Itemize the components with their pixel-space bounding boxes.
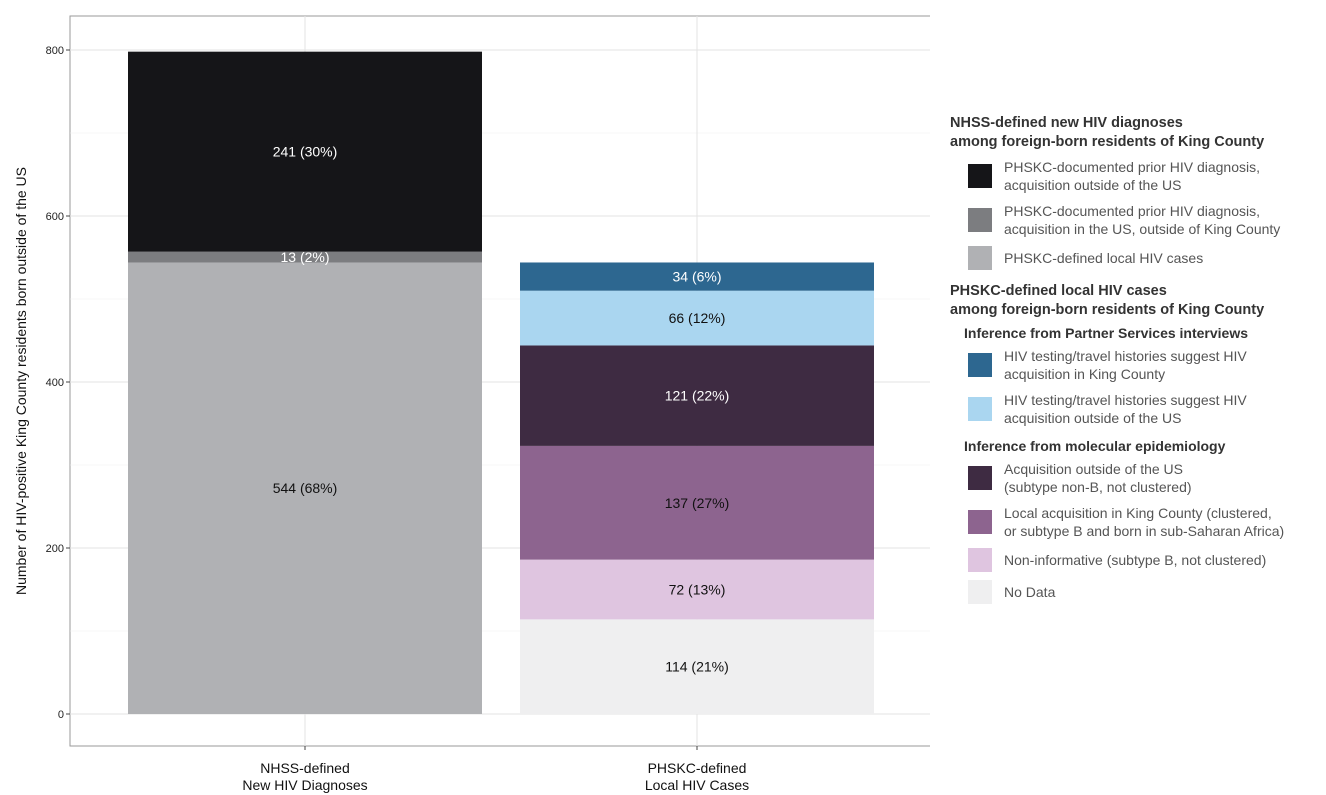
y-axis-label: Number of HIV-positive King County resid… — [13, 167, 29, 595]
legend-group1-title-line2: among foreign-born residents of King Cou… — [950, 134, 1265, 150]
legend-label: Non-informative (subtype B, not clustere… — [1004, 552, 1267, 568]
legend-label: HIV testing/travel histories suggest HIV… — [1004, 348, 1247, 382]
bar-segment-no_data — [520, 619, 874, 714]
legend-item-outside_nonb: Acquisition outside of the US (subtype no… — [968, 460, 1320, 496]
data-label-prior_us: 13 (2%) — [280, 249, 329, 265]
bar-segment-prior_outside — [128, 51, 482, 252]
bar-segment-prior_us — [128, 251, 482, 263]
legend-item-prior_us: PHSKC-documented prior HIV diagnosis, acq… — [968, 202, 1320, 238]
legend-swatch — [968, 353, 992, 377]
legend-swatch — [968, 580, 992, 604]
legend-swatch — [968, 397, 992, 421]
legend-swatch — [968, 510, 992, 534]
y-tick-label: 800 — [46, 45, 64, 57]
legend-swatch — [968, 208, 992, 232]
legend-item-non_informative: Non-informative (subtype B, not clustere… — [968, 548, 1320, 572]
bar-segment-non_informative — [520, 559, 874, 620]
legend-item-ps_outside: HIV testing/travel histories suggest HIV… — [968, 391, 1320, 427]
y-tick-label: 0 — [58, 709, 64, 721]
bar-segment-local — [128, 262, 482, 714]
bar-segment-ps_kc — [520, 262, 874, 291]
legend-swatch — [968, 548, 992, 572]
legend-sub1: HIV testing/travel histories suggest HIV… — [950, 347, 1320, 427]
legend-sub1-title: Inference from Partner Services intervie… — [964, 325, 1249, 341]
legend-group2-title-line1: PHSKC-defined local HIV cases — [950, 283, 1167, 299]
legend-group1-title-line1: NHSS-defined new HIV diagnoses — [950, 115, 1183, 131]
legend-sub2: Acquisition outside of the US (subtype no… — [950, 460, 1320, 604]
data-label-ps_outside: 66 (12%) — [669, 310, 726, 326]
legend-item-local_acq: Local acquisition in King County (cluste… — [968, 504, 1320, 540]
legend-swatch — [968, 246, 992, 270]
legend-label: PHSKC-documented prior HIV diagnosis, acq… — [1004, 203, 1281, 237]
bar-segment-ps_outside — [520, 290, 874, 346]
chart: 544 (68%) 13 (2%) 241 (30%) 114 (21%) 72 (13… — [13, 15, 930, 793]
legend-item-ps_kc: HIV testing/travel histories suggest HIV… — [968, 347, 1320, 383]
legend-label: Local acquisition in King County (cluste… — [1004, 505, 1285, 539]
data-label-prior_outside: 241 (30%) — [273, 144, 338, 160]
legend: NHSS-defined new HIV diagnoses among for… — [950, 114, 1320, 612]
data-label-ps_kc: 34 (6%) — [672, 269, 721, 285]
data-label-outside_nonb: 121 (22%) — [665, 388, 730, 404]
x-axis-categories: NHSS-defined New HIV Diagnoses PHSKC-defin… — [242, 746, 749, 793]
legend-sub2-title: Inference from molecular epidemiology — [964, 438, 1226, 454]
legend-item-local: PHSKC-defined local HIV cases — [968, 246, 1320, 270]
y-tick-label: 200 — [46, 543, 64, 555]
legend-label: PHSKC-defined local HIV cases — [1004, 250, 1204, 266]
data-label-no_data: 114 (21%) — [665, 659, 729, 675]
legend-item-prior_outside: PHSKC-documented prior HIV diagnosis, acq… — [968, 158, 1320, 194]
data-label-local_acq: 137 (27%) — [665, 495, 730, 511]
x-category-label: PHSKC-defined Local HIV Cases — [645, 760, 749, 793]
legend-label: PHSKC-documented prior HIV diagnosis, acq… — [1004, 159, 1261, 193]
legend-label: Acquisition outside of the US (subtype no… — [1004, 461, 1192, 495]
y-axis-ticks: 0 200 400 600 800 — [46, 45, 70, 721]
bar-segment-outside_nonb — [520, 345, 874, 446]
legend-swatch — [968, 164, 992, 188]
y-tick-label: 400 — [46, 377, 64, 389]
legend-group2-title-line2: among foreign-born residents of King Cou… — [950, 302, 1265, 318]
data-label-non_informative: 72 (13%) — [669, 582, 726, 598]
legend-group1: PHSKC-documented prior HIV diagnosis, acq… — [950, 158, 1320, 270]
y-tick-label: 600 — [46, 211, 64, 223]
legend-item-no_data: No Data — [968, 580, 1320, 604]
x-category-label: NHSS-defined New HIV Diagnoses — [242, 760, 367, 793]
legend-label: No Data — [1004, 584, 1056, 600]
legend-swatch — [968, 466, 992, 490]
bars — [128, 51, 874, 714]
bar-segment-local_acq — [520, 445, 874, 560]
data-label-local: 544 (68%) — [273, 480, 338, 496]
segment-labels: 544 (68%) 13 (2%) 241 (30%) 114 (21%) 72 (13… — [273, 144, 730, 675]
legend-label: HIV testing/travel histories suggest HIV… — [1004, 392, 1247, 426]
